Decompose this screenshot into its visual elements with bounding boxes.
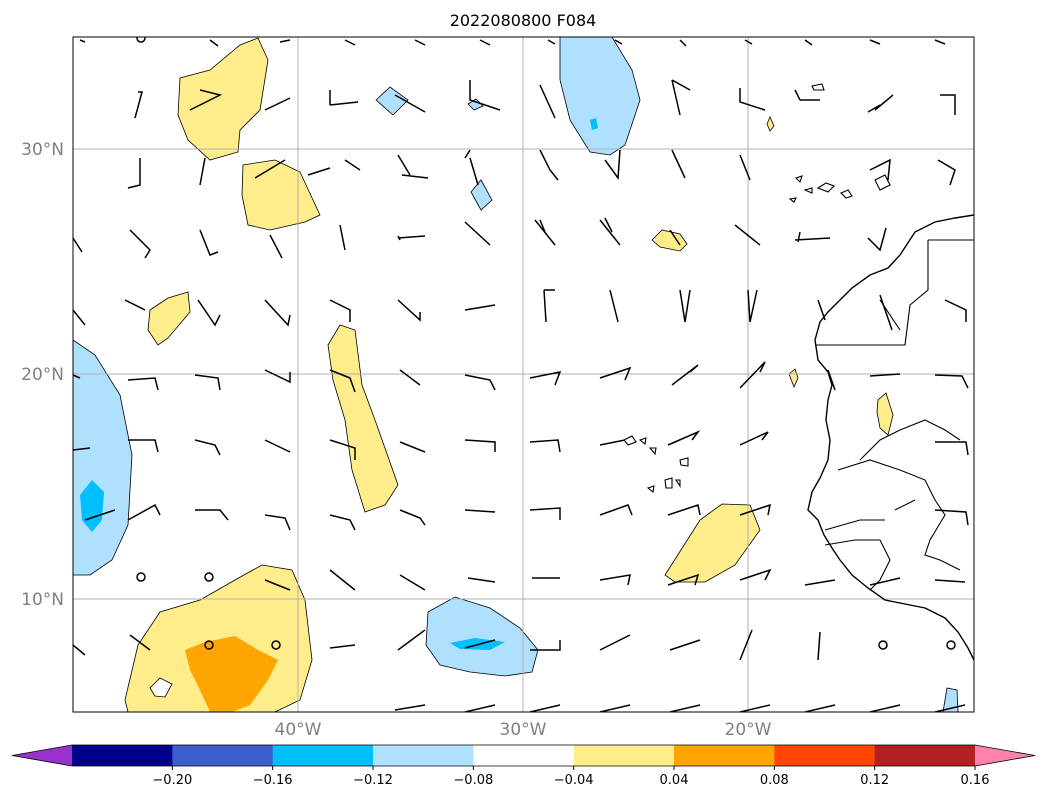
lon-label-40w: 40°W — [275, 720, 322, 740]
africa-coastline — [807, 214, 974, 661]
border-lines — [815, 239, 974, 591]
positive-anomaly-region — [177, 37, 269, 161]
colorbar-bin — [272, 745, 374, 766]
colorbar-tick-label: 0.12 — [860, 773, 889, 788]
lat-label-10n: 10°N — [21, 590, 64, 610]
lat-labels: 30°N 20°N 10°N — [21, 140, 64, 610]
colorbar-bin — [774, 745, 876, 766]
colorbar-bin — [72, 745, 173, 766]
canary-islands — [788, 83, 891, 203]
colorbar-bin — [674, 745, 775, 766]
colorbar-tick-label: 0.16 — [961, 773, 990, 788]
strong-positive-anomaly-region — [185, 636, 278, 712]
wind-barbs — [73, 37, 969, 712]
cape-verde-islands — [623, 435, 689, 494]
colorbar-tick-label: −0.20 — [152, 773, 192, 788]
colorbar-tick-label: 0.08 — [760, 773, 789, 788]
positive-anomaly-region — [327, 324, 399, 513]
colorbar-tick-label: −0.08 — [453, 773, 493, 788]
positive-anomaly-region — [241, 159, 321, 231]
coastlines — [623, 83, 974, 661]
lat-label-20n: 20°N — [21, 365, 64, 385]
anomaly-hole — [149, 677, 173, 698]
negative-anomaly-region — [942, 687, 959, 712]
colorbar-bin — [172, 745, 274, 766]
colorbar-bin — [874, 745, 976, 766]
map-title: 2022080800 F084 — [450, 11, 597, 30]
colorbar-extend-low — [12, 745, 72, 766]
negative-anomaly-region — [425, 596, 539, 677]
gridlines — [73, 37, 974, 712]
lon-label-20w: 20°W — [725, 720, 772, 740]
colorbar-tick-label: −0.12 — [353, 773, 393, 788]
lat-label-30n: 30°N — [21, 140, 64, 160]
positive-anomaly-region — [651, 229, 688, 252]
lon-label-30w: 30°W — [500, 720, 547, 740]
colorbar-tick-label: −0.04 — [554, 773, 594, 788]
negative-anomaly-region — [375, 86, 409, 116]
anomaly-fill-layer — [73, 37, 959, 712]
positive-anomaly-region — [876, 392, 894, 436]
colorbar-bin — [473, 745, 575, 766]
colorbar-extend-high — [975, 745, 1035, 766]
colorbar: −0.20 −0.16 −0.12 −0.08 −0.04 0.04 0.08 0.12 0.1… — [11, 744, 1036, 788]
map-frame — [72, 36, 975, 713]
colorbar-outline — [11, 744, 1036, 767]
lon-labels: 40°W 30°W 20°W — [275, 720, 772, 740]
negative-anomaly-region — [559, 37, 641, 156]
colorbar-bin — [573, 745, 675, 766]
positive-anomaly-region — [664, 503, 761, 583]
colorbar-tick-label: 0.04 — [660, 773, 689, 788]
map-panel — [72, 36, 975, 713]
strong-negative-anomaly-region — [590, 118, 598, 130]
positive-anomaly-region — [766, 116, 775, 132]
colorbar-tick-label: −0.16 — [253, 773, 293, 788]
colorbar-bin — [373, 745, 474, 766]
positive-anomaly-region — [147, 291, 191, 346]
